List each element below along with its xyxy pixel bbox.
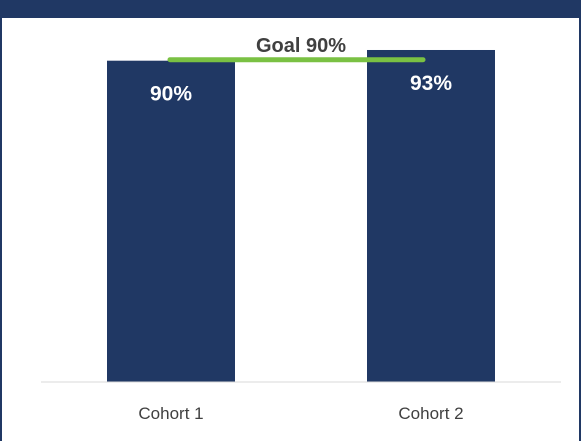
bars-layer	[107, 49, 495, 383]
bar-1	[107, 60, 235, 382]
x-tick-label-1: Cohort 1	[138, 404, 203, 423]
bar-2	[367, 49, 495, 383]
x-tick-label-2: Cohort 2	[398, 404, 463, 423]
data-label-2: 93%	[410, 72, 452, 95]
goal-layer: Goal 90%	[167, 35, 426, 63]
labels-layer: 90% Cohort 1 93% Cohort 2	[138, 72, 463, 423]
goal-label: Goal 90%	[256, 35, 346, 57]
data-label-1: 90%	[150, 83, 192, 106]
